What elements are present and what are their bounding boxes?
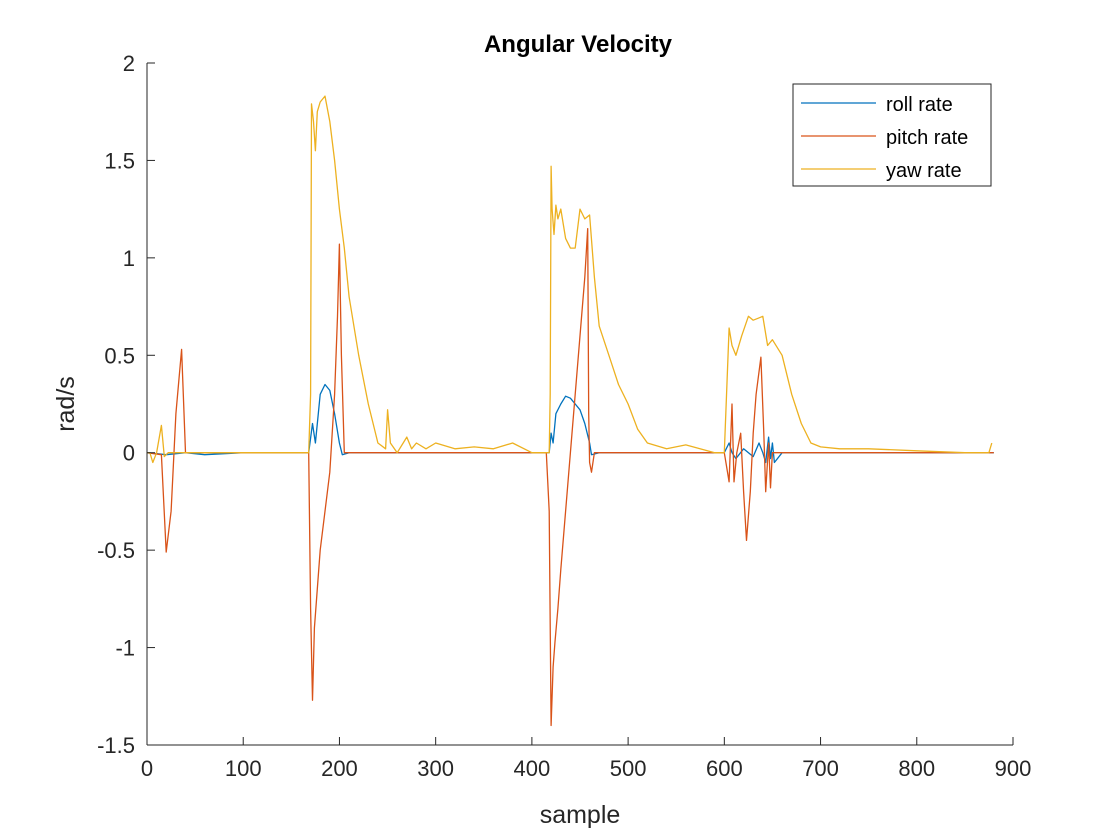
series-layer: [146, 95, 994, 727]
y-tick-label: 0: [123, 441, 135, 466]
x-tick-label: 600: [706, 756, 743, 781]
x-tick-label: 500: [610, 756, 647, 781]
y-tick-label: 1.5: [104, 148, 135, 173]
y-tick-label: -0.5: [97, 538, 135, 563]
x-tick-label: 100: [225, 756, 262, 781]
x-axis-label: sample: [540, 801, 621, 829]
roll-rate-line: [146, 383, 994, 464]
pitch-rate-line: [146, 227, 994, 727]
x-tick-label: 900: [995, 756, 1032, 781]
chart-title: Angular Velocity: [484, 31, 673, 58]
yaw-rate-line: [147, 95, 993, 464]
x-tick-label: 0: [141, 756, 153, 781]
legend-label-roll: roll rate: [886, 94, 953, 116]
x-tick-label: 800: [898, 756, 935, 781]
legend-label-pitch: pitch rate: [886, 127, 968, 149]
axes-layer: [146, 63, 1013, 746]
legend: roll rate pitch rate yaw rate: [792, 83, 992, 187]
x-tick-label: 700: [802, 756, 839, 781]
y-tick-label: 1: [123, 246, 135, 271]
x-tick-label: 200: [321, 756, 358, 781]
y-tick-label: 0.5: [104, 343, 135, 368]
x-tick-label: 300: [417, 756, 454, 781]
y-axis-label: rad/s: [52, 376, 80, 432]
ticks-layer: 0 100 200 300 400 500 600 700 800 900 -1.5 -1 -0.5 0 0…: [97, 51, 1031, 781]
y-tick-label: -1.5: [97, 733, 135, 758]
legend-label-yaw: yaw rate: [886, 160, 962, 182]
x-tick-label: 400: [514, 756, 551, 781]
y-tick-label: -1: [115, 636, 135, 661]
y-tick-label: 2: [123, 51, 135, 76]
